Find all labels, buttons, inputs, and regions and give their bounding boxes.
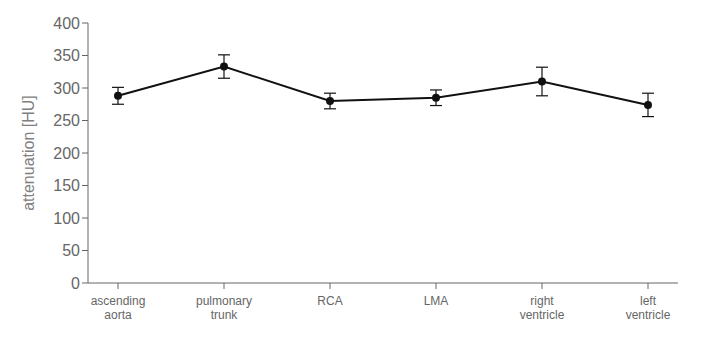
svg-text:100: 100 bbox=[53, 210, 80, 227]
svg-text:50: 50 bbox=[62, 242, 80, 259]
svg-text:ascendingaorta: ascendingaorta bbox=[91, 294, 146, 322]
svg-text:300: 300 bbox=[53, 80, 80, 97]
svg-text:attenuation [HU]: attenuation [HU] bbox=[20, 95, 37, 211]
svg-text:pulmonarytrunk: pulmonarytrunk bbox=[196, 294, 252, 322]
svg-text:LMA: LMA bbox=[424, 294, 449, 308]
svg-text:leftventricle: leftventricle bbox=[626, 294, 671, 322]
svg-text:rightventricle: rightventricle bbox=[520, 294, 565, 322]
svg-text:400: 400 bbox=[53, 15, 80, 32]
svg-text:RCA: RCA bbox=[317, 294, 342, 308]
svg-text:250: 250 bbox=[53, 112, 80, 129]
svg-text:200: 200 bbox=[53, 145, 80, 162]
svg-text:0: 0 bbox=[71, 275, 80, 292]
svg-text:150: 150 bbox=[53, 177, 80, 194]
svg-text:350: 350 bbox=[53, 47, 80, 64]
